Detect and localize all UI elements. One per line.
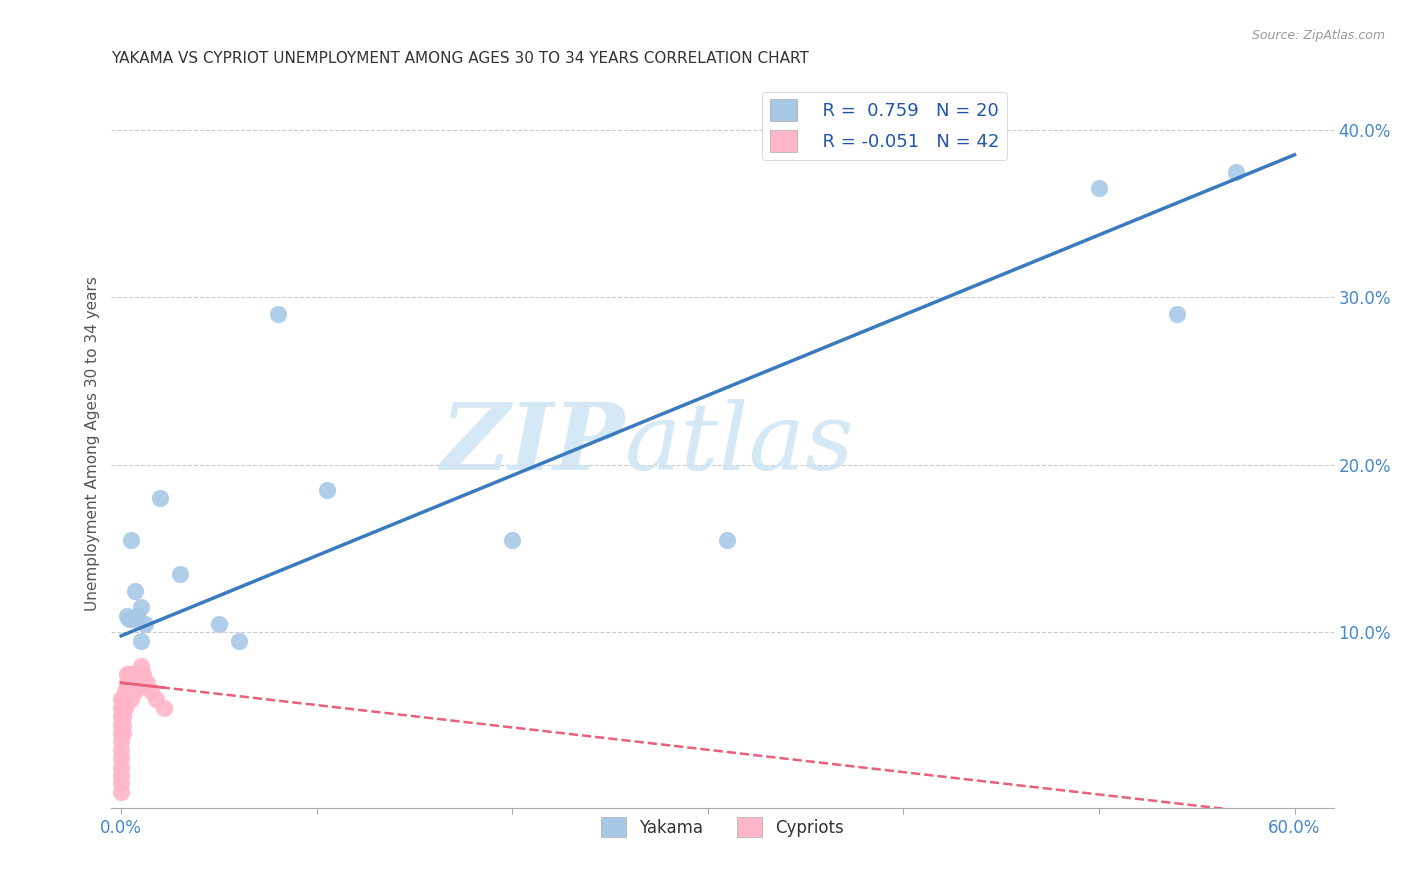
Point bbox=[131, 667, 153, 681]
Point bbox=[149, 491, 172, 506]
Point bbox=[501, 533, 523, 548]
Point bbox=[124, 583, 146, 598]
Text: Source: ZipAtlas.com: Source: ZipAtlas.com bbox=[1251, 29, 1385, 42]
Point bbox=[716, 533, 738, 548]
Point bbox=[118, 667, 141, 681]
Point bbox=[122, 675, 145, 690]
Point bbox=[139, 684, 162, 698]
Point bbox=[115, 667, 138, 681]
Point bbox=[315, 483, 337, 497]
Point bbox=[266, 307, 288, 321]
Legend: Yakama, Cypriots: Yakama, Cypriots bbox=[595, 810, 851, 844]
Point bbox=[120, 533, 142, 548]
Point bbox=[112, 726, 135, 740]
Point bbox=[110, 726, 132, 740]
Point bbox=[125, 675, 148, 690]
Point bbox=[110, 709, 132, 723]
Point bbox=[114, 692, 136, 706]
Point bbox=[118, 675, 141, 690]
Point bbox=[1088, 181, 1111, 195]
Point bbox=[134, 617, 156, 632]
Point bbox=[129, 633, 152, 648]
Text: ZIP: ZIP bbox=[440, 399, 624, 489]
Point bbox=[110, 759, 132, 773]
Point bbox=[129, 667, 152, 681]
Point bbox=[110, 692, 132, 706]
Point bbox=[114, 684, 136, 698]
Point bbox=[1225, 164, 1247, 178]
Point bbox=[120, 684, 142, 698]
Point bbox=[135, 675, 157, 690]
Point bbox=[124, 675, 146, 690]
Point bbox=[125, 667, 148, 681]
Point bbox=[122, 667, 145, 681]
Point bbox=[125, 608, 148, 623]
Text: atlas: atlas bbox=[624, 399, 855, 489]
Point bbox=[115, 608, 138, 623]
Point bbox=[145, 692, 167, 706]
Point bbox=[129, 600, 152, 615]
Point bbox=[120, 675, 142, 690]
Point bbox=[110, 751, 132, 765]
Point bbox=[112, 717, 135, 731]
Point bbox=[124, 684, 146, 698]
Point bbox=[1166, 307, 1188, 321]
Point bbox=[114, 701, 136, 715]
Point bbox=[110, 768, 132, 782]
Point bbox=[129, 659, 152, 673]
Point bbox=[208, 617, 231, 632]
Point bbox=[115, 684, 138, 698]
Point bbox=[110, 717, 132, 731]
Point bbox=[110, 785, 132, 799]
Point bbox=[110, 743, 132, 757]
Point bbox=[112, 701, 135, 715]
Point bbox=[112, 692, 135, 706]
Y-axis label: Unemployment Among Ages 30 to 34 years: Unemployment Among Ages 30 to 34 years bbox=[86, 277, 100, 611]
Point bbox=[122, 612, 145, 626]
Point bbox=[110, 776, 132, 790]
Point bbox=[115, 675, 138, 690]
Point bbox=[228, 633, 250, 648]
Point bbox=[112, 709, 135, 723]
Point bbox=[110, 734, 132, 748]
Point bbox=[153, 701, 176, 715]
Point bbox=[120, 692, 142, 706]
Point bbox=[169, 566, 191, 581]
Point bbox=[128, 679, 150, 693]
Point bbox=[110, 701, 132, 715]
Text: YAKAMA VS CYPRIOT UNEMPLOYMENT AMONG AGES 30 TO 34 YEARS CORRELATION CHART: YAKAMA VS CYPRIOT UNEMPLOYMENT AMONG AGE… bbox=[111, 51, 810, 66]
Point bbox=[118, 612, 141, 626]
